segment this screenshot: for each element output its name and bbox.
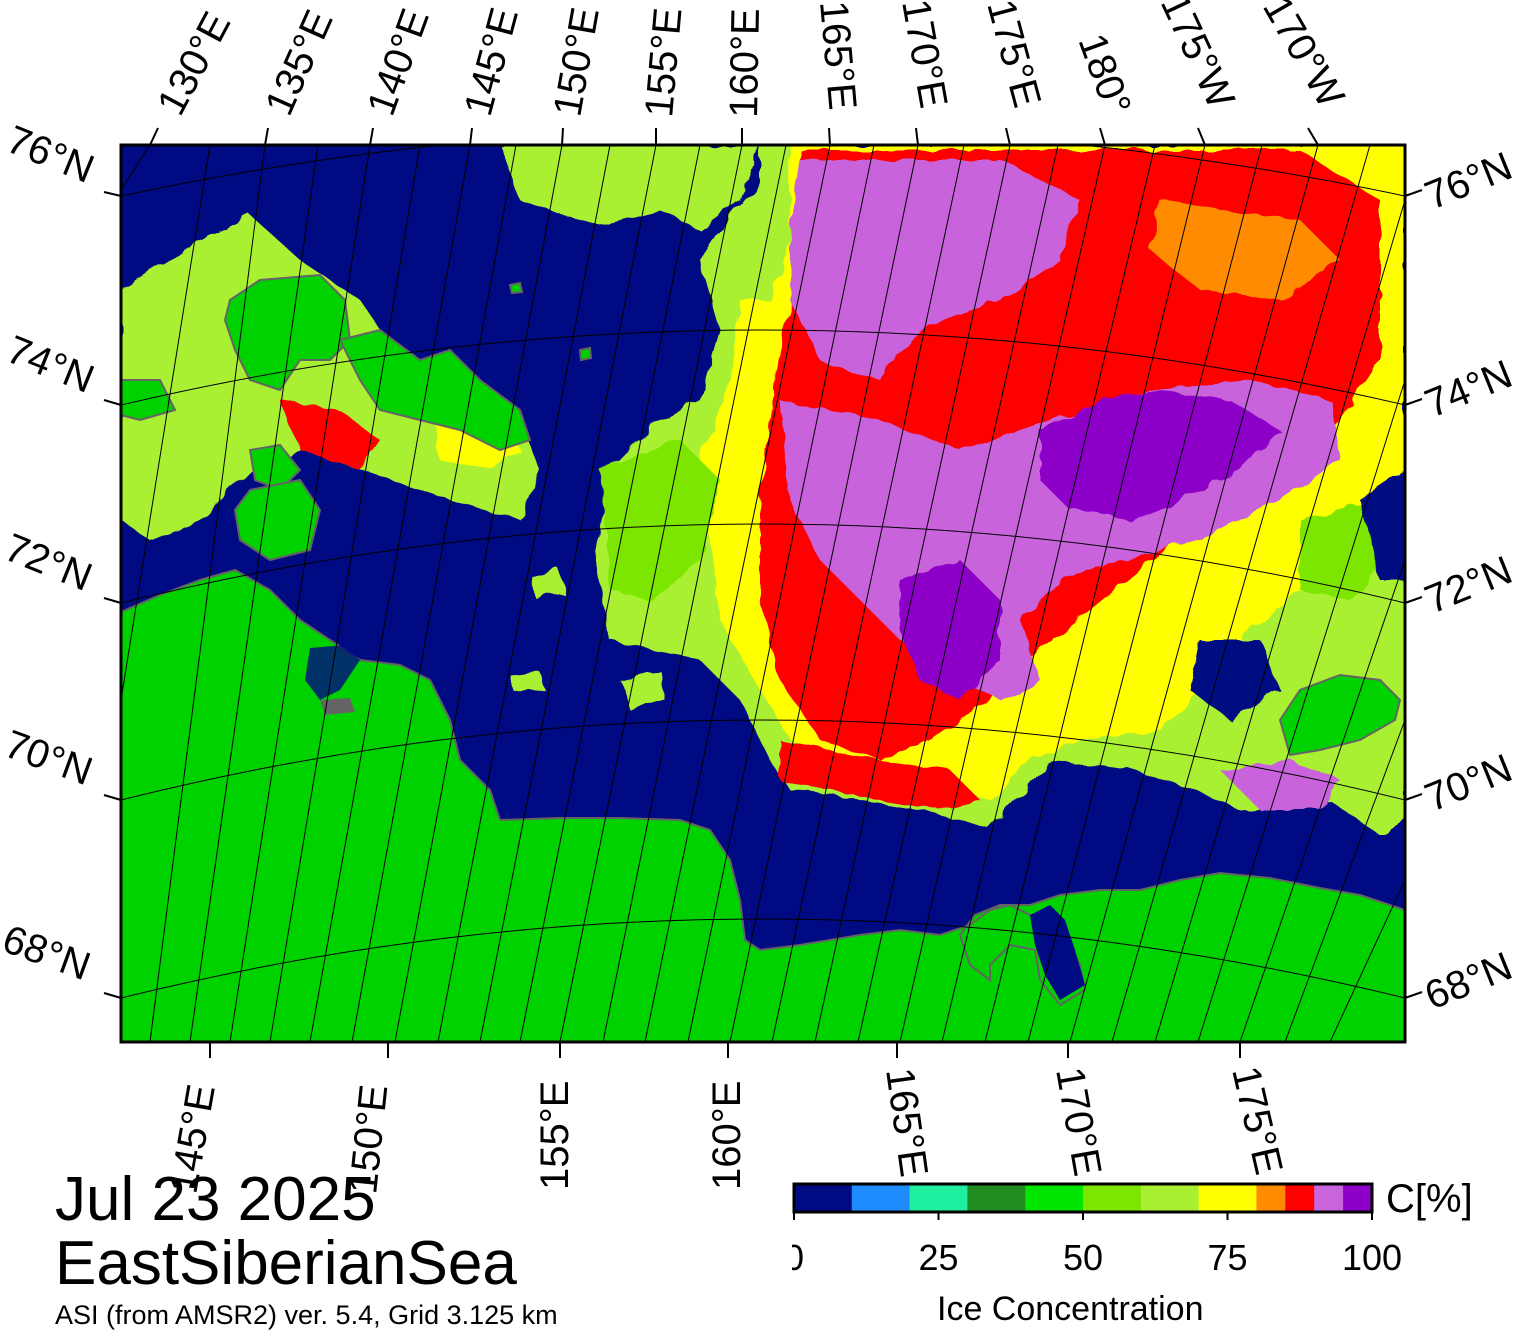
lon-label-bottom: 160°E [705,1081,749,1190]
colorbar [794,1184,1373,1212]
colorbar-tick-label: 0 [792,1237,804,1278]
mainland-siberia-chukotka [121,568,1405,1042]
colorbar-class-5 [1083,1184,1142,1212]
lon-label-bottom: 170°E [1047,1064,1109,1179]
indigirka-lakes [320,698,355,715]
date-label: Jul 23 2025 [55,1165,376,1234]
wrangel-island [1278,673,1402,757]
frame-ticks [103,127,1423,1058]
colorbar-class-4 [1025,1184,1084,1212]
colorbar-class-8 [1256,1184,1286,1212]
colorbar-class-9 [1285,1184,1315,1212]
product-label: ASI (from AMSR2) ver. 5.4, Grid 3.125 km [55,1300,558,1330]
colorbar-class-1 [851,1184,911,1212]
lat-label-left: 72°N [0,526,98,600]
lat-label-left: 70°N [0,722,98,794]
lon-label-bottom: 155°E [533,1081,577,1190]
colorbar-title: Ice Concentration [937,1290,1204,1328]
bottom-lon-labels: 145°E 150°E 155°E 160°E 165°E 170°E 175°… [162,1062,1291,1196]
lon-label-top: 170°E [893,0,955,111]
colorbar-class-0 [794,1184,853,1212]
graticule [121,145,1405,1042]
colorbar-tick-label: 100 [1342,1237,1402,1278]
map-area [121,145,1405,1042]
lon-label-top: 155°E [637,6,690,119]
lon-label-top: 180° [1070,28,1140,121]
lon-label-top: 175°E [978,0,1049,112]
lon-label-top: 165°E [811,0,864,112]
ice-concentration-legend: 0 25 50 75 100 C[%] Ice Concentration [792,1180,1473,1328]
right-lat-labels: 76°N 74°N 72°N 70°N 68°N [1419,144,1518,1018]
colorbar-class-2 [909,1184,968,1212]
lon-label-top: 175°W [1152,0,1243,115]
colorbar-class-3 [967,1184,1026,1212]
lat-label-right: 68°N [1419,944,1518,1018]
lat-label-left: 76°N [1,118,100,192]
colorbar-tick-label: 25 [918,1237,958,1278]
colorbar-class-11 [1343,1184,1373,1212]
kolyma-delta-lakes [305,645,360,700]
ice-field [121,145,1405,835]
lat-label-right: 74°N [1419,352,1518,426]
lon-label-top: 150°E [546,4,608,119]
left-lat-labels: 76°N 74°N 72°N 70°N 68°N [0,118,100,989]
lon-label-bottom: 175°E [1223,1062,1290,1179]
lat-label-right: 72°N [1419,548,1518,622]
lon-label-top: 135°E [257,4,342,122]
lon-label-bottom: 165°E [877,1065,936,1179]
lat-label-right: 70°N [1419,746,1518,820]
chaun-bay [1030,905,1085,1000]
lat-label-left: 74°N [1,328,100,402]
colorbar-unit-label: C[%] [1386,1180,1473,1221]
lon-label-top: 130°E [149,5,239,122]
colorbar-tick-label: 50 [1063,1237,1103,1278]
colorbar-ticks: 0 25 50 75 100 [792,1212,1402,1278]
colorbar-class-6 [1140,1184,1200,1212]
top-lon-labels: 130°E 135°E 140°E 145°E 150°E 155°E 160°… [149,0,1353,122]
colorbar-class-10 [1314,1184,1344,1212]
region-label: EastSiberianSea [55,1229,517,1298]
lon-label-top: 160°E [722,8,768,118]
lon-label-top: 170°W [1254,0,1352,115]
lon-label-top: 140°E [359,3,438,121]
map-frame [119,143,1407,1044]
lat-label-left: 68°N [0,917,96,989]
novosibirsk-islands [121,273,593,562]
colorbar-class-7 [1198,1184,1257,1212]
colorbar-tick-label: 75 [1207,1237,1247,1278]
lon-label-top: 145°E [456,3,527,120]
lat-label-right: 76°N [1419,144,1518,218]
